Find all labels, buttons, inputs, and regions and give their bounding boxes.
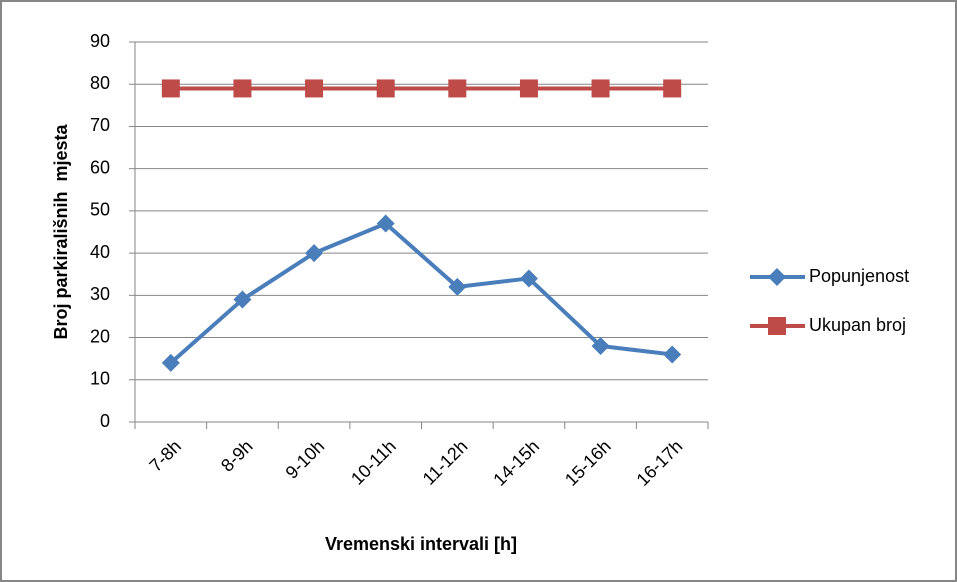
marker	[519, 269, 538, 288]
series-line	[169, 221, 673, 365]
y-tick-label: 40	[90, 242, 110, 262]
marker	[376, 79, 395, 98]
y-tick-label: 10	[90, 369, 110, 389]
y-tick-label: 30	[90, 284, 110, 304]
y-tick-label: 50	[90, 200, 110, 220]
marker	[519, 79, 538, 98]
marker	[305, 244, 324, 263]
marker	[448, 79, 467, 98]
y-tick-label: 20	[90, 326, 110, 346]
marker	[663, 79, 682, 98]
marker	[233, 79, 252, 98]
marker	[305, 79, 324, 98]
x-axis-label: Vremenski intervali [h]	[325, 534, 517, 554]
legend-label: Ukupan broj	[809, 315, 906, 335]
marker	[768, 268, 786, 286]
y-tick-label: 90	[90, 31, 110, 51]
marker	[663, 345, 682, 364]
marker	[376, 214, 395, 233]
marker	[161, 79, 180, 98]
marker	[233, 290, 252, 309]
y-tick-label: 0	[100, 411, 110, 431]
y-axis-label: Broj parkirališnih mjesta	[51, 123, 71, 339]
y-tick-label: 70	[90, 115, 110, 135]
y-tick-label: 80	[90, 73, 110, 93]
marker	[161, 353, 180, 372]
legend-label: Popunjenost	[809, 266, 909, 286]
marker	[768, 317, 786, 335]
marker	[448, 277, 467, 296]
marker	[591, 79, 610, 98]
marker	[591, 337, 610, 355]
y-tick-label: 60	[90, 157, 110, 177]
